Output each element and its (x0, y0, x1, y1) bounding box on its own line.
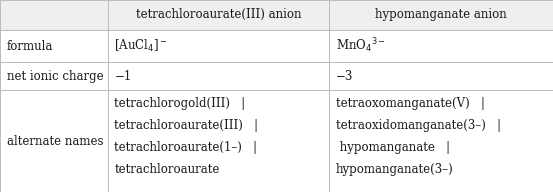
Text: hypomanganate   |: hypomanganate | (336, 141, 450, 154)
Text: tetrachloroaurate: tetrachloroaurate (114, 163, 220, 176)
Bar (108, 30, 329, 62)
Bar (329, 30, 553, 62)
Text: tetrachlorogold(III)   |: tetrachlorogold(III) | (114, 97, 246, 110)
Bar (108, 0, 329, 30)
Text: −1: −1 (114, 70, 132, 83)
Bar (0, 90, 108, 192)
Text: tetraoxomanganate(V)   |: tetraoxomanganate(V) | (336, 97, 484, 110)
Text: formula: formula (7, 40, 53, 53)
Bar (329, 62, 553, 90)
Bar (329, 0, 553, 30)
Text: tetrachloroaurate(III)   |: tetrachloroaurate(III) | (114, 119, 258, 132)
Text: hypomanganate anion: hypomanganate anion (375, 8, 507, 21)
Text: net ionic charge: net ionic charge (7, 70, 103, 83)
Text: tetraoxidomanganate(3–)   |: tetraoxidomanganate(3–) | (336, 119, 500, 132)
Bar (0, 0, 108, 30)
Bar (0, 62, 108, 90)
Text: tetrachloroaurate(1–)   |: tetrachloroaurate(1–) | (114, 141, 258, 154)
Text: [AuCl$_4$]$^-$: [AuCl$_4$]$^-$ (114, 38, 168, 54)
Text: alternate names: alternate names (7, 135, 103, 148)
Text: tetrachloroaurate(III) anion: tetrachloroaurate(III) anion (135, 8, 301, 21)
Text: hypomanganate(3–): hypomanganate(3–) (336, 163, 453, 176)
Bar (108, 62, 329, 90)
Text: −3: −3 (336, 70, 353, 83)
Bar (329, 90, 553, 192)
Bar (108, 90, 329, 192)
Bar (0, 30, 108, 62)
Text: MnO$_4$$^{3-}$: MnO$_4$$^{3-}$ (336, 37, 385, 55)
